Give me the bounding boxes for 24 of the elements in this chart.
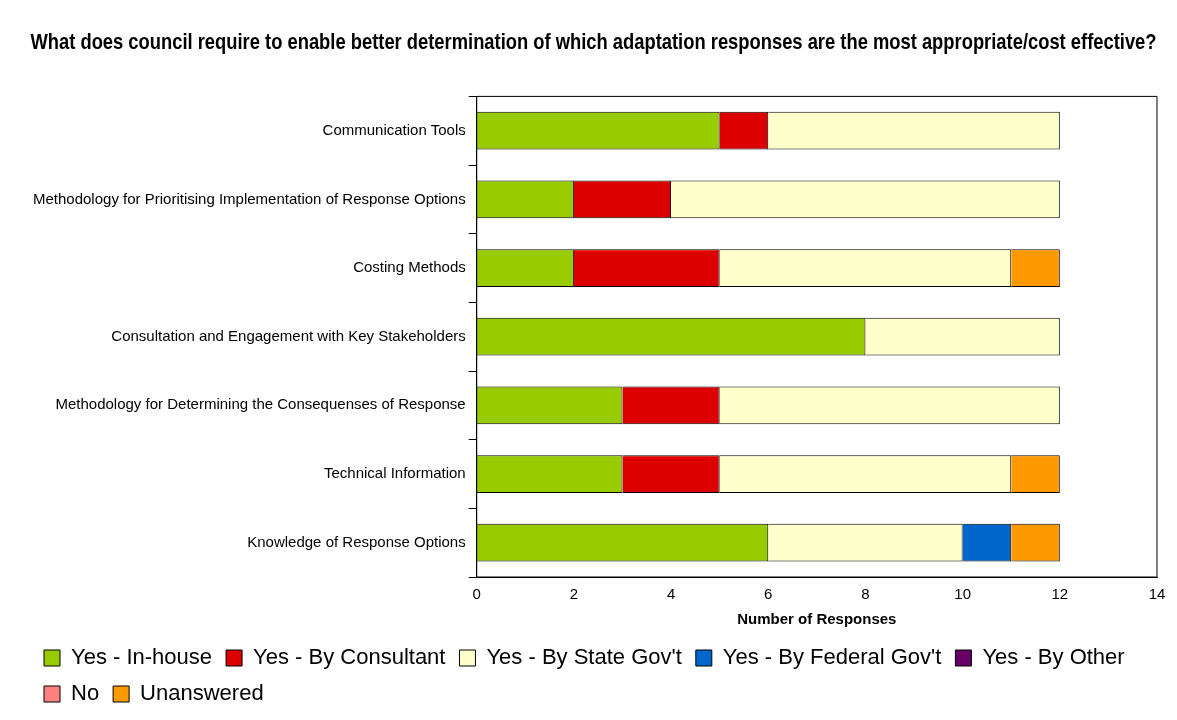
x-tick-label: 12: [1051, 585, 1069, 603]
y-tick-label: Technical Information: [323, 464, 466, 482]
y-tick-label: Costing Methods: [353, 258, 466, 276]
x-tick-label: 4: [666, 585, 676, 603]
x-tick-label: 0: [472, 585, 481, 603]
legend-label: Yes - By Consultant: [253, 644, 446, 670]
y-tick-label: Methodology for Determining the Consequenses of Response: [55, 395, 466, 413]
x-tick-label: 2: [569, 585, 579, 603]
x-tick-label: 6: [764, 585, 773, 603]
x-tick-label: 14: [1148, 585, 1166, 603]
legend-label: Unanswered: [140, 680, 264, 706]
legend-label: Yes - By State Gov't: [486, 644, 682, 670]
x-tick-label: 8: [861, 585, 870, 603]
y-tick-label: Consultation and Engagement with Key Stakeholders: [111, 326, 466, 344]
x-axis-title: Number of Responses: [737, 610, 897, 628]
legend-label: No: [71, 680, 100, 706]
legend-label: Yes - By Other: [982, 644, 1125, 670]
y-tick-label: Methodology for Prioritising Implementation of Response Options: [32, 189, 466, 207]
chart-title: What does council require to enable better determination of which adaptation responses are the most appropriate/cost effective?: [30, 29, 1157, 54]
legend-label: Yes - In-house: [71, 644, 213, 670]
y-tick-label: Knowledge of Response Options: [247, 532, 466, 550]
legend-label: Yes - By Federal Gov't: [722, 644, 942, 670]
x-tick-label: 10: [954, 585, 971, 603]
y-tick-label: Communication Tools: [322, 120, 466, 138]
